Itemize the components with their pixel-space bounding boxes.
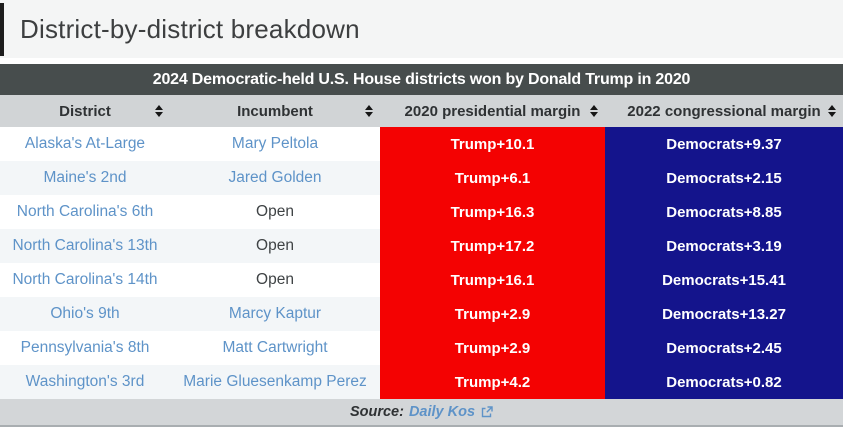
district-link[interactable]: North Carolina's 14th bbox=[12, 271, 158, 288]
sort-icon[interactable] bbox=[828, 105, 836, 117]
margin-2020-value: Trump+10.1 bbox=[380, 127, 605, 161]
district-link[interactable]: Pennsylvania's 8th bbox=[20, 339, 150, 356]
incumbent-cell: Open bbox=[256, 203, 294, 220]
table-row: North Carolina's 14th Open Trump+16.1 De… bbox=[0, 263, 843, 297]
incumbent-cell[interactable]: Jared Golden bbox=[228, 169, 322, 186]
column-header-2020-presidential-margin[interactable]: 2020 presidential margin bbox=[380, 95, 605, 127]
table-row: Maine's 2nd Jared Golden Trump+6.1 Democ… bbox=[0, 161, 843, 195]
margin-2020-value: Trump+4.2 bbox=[380, 365, 605, 399]
column-header-district[interactable]: District bbox=[0, 95, 170, 127]
margin-2020-value: Trump+6.1 bbox=[380, 161, 605, 195]
table-row: Alaska's At-Large Mary Peltola Trump+10.… bbox=[0, 127, 843, 161]
incumbent-cell[interactable]: Mary Peltola bbox=[231, 135, 319, 152]
sort-icon[interactable] bbox=[590, 105, 598, 117]
margin-2022-value: Democrats+0.82 bbox=[605, 365, 843, 399]
column-header-label: 2022 congressional margin bbox=[627, 102, 821, 120]
sort-icon[interactable] bbox=[155, 105, 163, 117]
margin-2022-value: Democrats+2.45 bbox=[605, 331, 843, 365]
incumbent-cell: Open bbox=[256, 237, 294, 254]
table-header-row: District Incumbent 2020 presidential mar… bbox=[0, 95, 843, 127]
column-header-incumbent[interactable]: Incumbent bbox=[170, 95, 380, 127]
external-link-icon[interactable] bbox=[481, 406, 493, 418]
district-link[interactable]: Alaska's At-Large bbox=[24, 135, 146, 152]
margin-2020-value: Trump+16.1 bbox=[380, 263, 605, 297]
incumbent-cell[interactable]: Matt Cartwright bbox=[222, 339, 328, 356]
table-footer: Source: Daily Kos bbox=[0, 399, 843, 427]
incumbent-cell[interactable]: Marcy Kaptur bbox=[228, 305, 322, 322]
column-header-label: 2020 presidential margin bbox=[404, 102, 581, 120]
table-body: Alaska's At-Large Mary Peltola Trump+10.… bbox=[0, 127, 843, 399]
district-link[interactable]: Ohio's 9th bbox=[50, 305, 120, 322]
source-link-daily-kos[interactable]: Daily Kos bbox=[408, 404, 476, 420]
district-link[interactable]: North Carolina's 13th bbox=[12, 237, 158, 254]
column-header-2022-congressional-margin[interactable]: 2022 congressional margin bbox=[605, 95, 843, 127]
margin-2022-value: Democrats+3.19 bbox=[605, 229, 843, 263]
margin-2022-value: Democrats+2.15 bbox=[605, 161, 843, 195]
margin-2022-value: Democrats+9.37 bbox=[605, 127, 843, 161]
margin-2022-value: Democrats+8.85 bbox=[605, 195, 843, 229]
table-caption: 2024 Democratic-held U.S. House district… bbox=[0, 64, 843, 95]
district-link[interactable]: North Carolina's 6th bbox=[16, 203, 154, 220]
district-link[interactable]: Washington's 3rd bbox=[25, 373, 145, 390]
table-row: Ohio's 9th Marcy Kaptur Trump+2.9 Democr… bbox=[0, 297, 843, 331]
margin-2020-value: Trump+17.2 bbox=[380, 229, 605, 263]
district-link[interactable]: Maine's 2nd bbox=[43, 169, 127, 186]
table-row: North Carolina's 13th Open Trump+17.2 De… bbox=[0, 229, 843, 263]
margin-2020-value: Trump+16.3 bbox=[380, 195, 605, 229]
incumbent-cell: Open bbox=[256, 271, 294, 288]
source-label: Source: bbox=[349, 404, 404, 420]
margin-2022-value: Democrats+15.41 bbox=[605, 263, 843, 297]
section-header: District-by-district breakdown bbox=[0, 0, 843, 58]
column-header-label: District bbox=[59, 102, 111, 120]
margin-2020-value: Trump+2.9 bbox=[380, 331, 605, 365]
margin-2022-value: Democrats+13.27 bbox=[605, 297, 843, 331]
page-title: District-by-district breakdown bbox=[20, 13, 360, 44]
table-row: Pennsylvania's 8th Matt Cartwright Trump… bbox=[0, 331, 843, 365]
table-row: North Carolina's 6th Open Trump+16.3 Dem… bbox=[0, 195, 843, 229]
sort-icon[interactable] bbox=[365, 105, 373, 117]
column-header-label: Incumbent bbox=[237, 102, 313, 120]
margin-2020-value: Trump+2.9 bbox=[380, 297, 605, 331]
districts-table: 2024 Democratic-held U.S. House district… bbox=[0, 64, 843, 427]
incumbent-cell[interactable]: Marie Gluesenkamp Perez bbox=[183, 373, 367, 390]
table-row: Washington's 3rd Marie Gluesenkamp Perez… bbox=[0, 365, 843, 399]
title-accent-bar bbox=[0, 3, 4, 56]
